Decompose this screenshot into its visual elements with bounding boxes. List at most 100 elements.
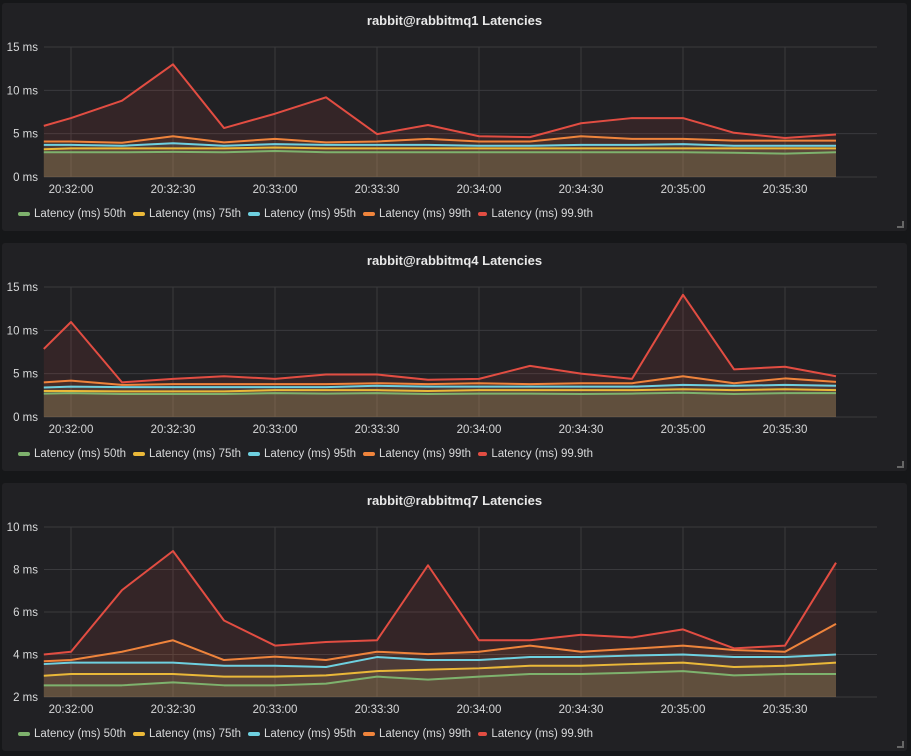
legend-item-95th[interactable]: Latency (ms) 95th	[248, 448, 363, 460]
legend-label: Latency (ms) 99.9th	[491, 728, 593, 740]
legend-item-50th[interactable]: Latency (ms) 50th	[18, 448, 133, 460]
legend-label: Latency (ms) 50th	[34, 208, 127, 220]
legend-label: Latency (ms) 95th	[264, 208, 357, 220]
x-tick-label: 20:32:00	[49, 704, 94, 716]
y-tick-label: 15 ms	[7, 42, 39, 54]
y-tick-label: 6 ms	[13, 607, 38, 619]
panel-rabbitmq7: rabbit@rabbitmq7 Latencies 2 ms 4 ms 6 ms 8…	[2, 483, 907, 751]
legend-swatch-icon	[133, 732, 145, 736]
x-tick-label: 20:33:00	[253, 184, 298, 196]
legend-label: Latency (ms) 99.9th	[491, 208, 593, 220]
panel-title[interactable]: rabbit@rabbitmq4 Latencies	[366, 253, 543, 268]
legend: Latency (ms) 50th Latency (ms) 75th Latenc…	[18, 728, 593, 740]
legend-item-75th[interactable]: Latency (ms) 75th	[133, 208, 248, 220]
x-tick-label: 20:33:30	[355, 184, 400, 196]
x-tick-label: 20:35:00	[661, 184, 706, 196]
legend-swatch-icon	[363, 212, 375, 216]
legend-swatch-icon	[248, 212, 260, 216]
legend: Latency (ms) 50th Latency (ms) 75th Latenc…	[18, 448, 593, 460]
legend-item-99.9th[interactable]: Latency (ms) 99.9th	[478, 208, 593, 220]
series-area-99.9th	[43, 294, 837, 417]
y-tick-label: 8 ms	[13, 565, 38, 577]
legend-label: Latency (ms) 75th	[149, 448, 242, 460]
x-tick-label: 20:32:00	[49, 184, 94, 196]
legend-item-99th[interactable]: Latency (ms) 99th	[363, 728, 478, 740]
legend-swatch-icon	[18, 732, 30, 736]
legend-item-99.9th[interactable]: Latency (ms) 99.9th	[478, 728, 593, 740]
y-tick-label: 10 ms	[7, 522, 39, 534]
x-tick-label: 20:33:30	[355, 424, 400, 436]
x-tick-label: 20:33:00	[253, 424, 298, 436]
panel-title[interactable]: rabbit@rabbitmq7 Latencies	[366, 493, 543, 508]
y-tick-label: 10 ms	[7, 85, 39, 97]
legend-swatch-icon	[248, 452, 260, 456]
legend-item-50th[interactable]: Latency (ms) 50th	[18, 208, 133, 220]
panel-rabbitmq4: rabbit@rabbitmq4 Latencies 0 ms 5 ms 10 ms…	[2, 243, 907, 471]
y-tick-label: 5 ms	[13, 129, 38, 141]
x-tick-label: 20:35:30	[763, 704, 808, 716]
series-area-75th	[43, 147, 837, 177]
x-tick-label: 20:32:30	[151, 424, 196, 436]
legend-item-99th[interactable]: Latency (ms) 99th	[363, 448, 478, 460]
chart-svg: 0 ms 5 ms 10 ms 15 ms 20:32:00 20:32:30 20:33:…	[7, 282, 877, 436]
x-tick-label: 20:33:30	[355, 704, 400, 716]
legend-item-99th[interactable]: Latency (ms) 99th	[363, 208, 478, 220]
series-area-50th	[43, 671, 837, 697]
x-tick-label: 20:35:30	[763, 184, 808, 196]
x-tick-label: 20:34:00	[457, 704, 502, 716]
y-tick-label: 10 ms	[7, 325, 39, 337]
legend-item-75th[interactable]: Latency (ms) 75th	[133, 728, 248, 740]
panel-rabbitmq1: rabbit@rabbitmq1 Latencies 0 ms 5 ms 10 ms…	[2, 3, 907, 231]
legend-swatch-icon	[478, 452, 488, 456]
x-tick-label: 20:35:00	[661, 424, 706, 436]
series-line-75th	[43, 146, 836, 151]
y-tick-label: 0 ms	[13, 412, 38, 424]
series-area-99.9th	[43, 64, 837, 177]
legend-item-95th[interactable]: Latency (ms) 95th	[248, 728, 363, 740]
panel-title[interactable]: rabbit@rabbitmq1 Latencies	[366, 13, 543, 28]
series-area-99th	[43, 136, 837, 177]
resize-handle-icon[interactable]	[897, 741, 904, 748]
series-area-50th	[43, 392, 837, 417]
x-tick-label: 20:35:00	[661, 704, 706, 716]
legend-label: Latency (ms) 99.9th	[491, 448, 593, 460]
legend-swatch-icon	[363, 732, 375, 736]
legend-swatch-icon	[133, 212, 145, 216]
legend-swatch-icon	[18, 452, 30, 456]
x-tick-label: 20:32:30	[151, 704, 196, 716]
legend-label: Latency (ms) 75th	[149, 208, 242, 220]
x-tick-label: 20:34:30	[559, 704, 604, 716]
series-area-50th	[43, 151, 837, 177]
y-tick-label: 5 ms	[13, 369, 38, 381]
legend-label: Latency (ms) 99th	[379, 728, 472, 740]
legend-label: Latency (ms) 95th	[264, 728, 357, 740]
resize-handle-icon[interactable]	[897, 461, 904, 468]
series-area-95th	[43, 654, 837, 697]
legend-swatch-icon	[248, 732, 260, 736]
resize-handle-icon[interactable]	[897, 221, 904, 228]
x-tick-label: 20:32:30	[151, 184, 196, 196]
legend-label: Latency (ms) 99th	[379, 448, 472, 460]
legend-swatch-icon	[478, 212, 488, 216]
legend-item-75th[interactable]: Latency (ms) 75th	[133, 448, 248, 460]
y-tick-label: 15 ms	[7, 282, 39, 294]
x-tick-label: 20:33:00	[253, 704, 298, 716]
legend-label: Latency (ms) 95th	[264, 448, 357, 460]
legend-item-99.9th[interactable]: Latency (ms) 99.9th	[478, 448, 593, 460]
legend-label: Latency (ms) 75th	[149, 728, 242, 740]
legend-label: Latency (ms) 99th	[379, 208, 472, 220]
series-area-99.9th	[43, 551, 837, 697]
legend-item-50th[interactable]: Latency (ms) 50th	[18, 728, 133, 740]
legend: Latency (ms) 50th Latency (ms) 75th Latenc…	[18, 208, 593, 220]
x-tick-label: 20:35:30	[763, 424, 808, 436]
x-tick-label: 20:34:30	[559, 424, 604, 436]
y-tick-label: 0 ms	[13, 172, 38, 184]
legend-swatch-icon	[478, 732, 488, 736]
legend-label: Latency (ms) 50th	[34, 728, 127, 740]
legend-swatch-icon	[18, 212, 30, 216]
legend-item-95th[interactable]: Latency (ms) 95th	[248, 208, 363, 220]
legend-swatch-icon	[363, 452, 375, 456]
x-tick-label: 20:34:30	[559, 184, 604, 196]
legend-swatch-icon	[133, 452, 145, 456]
x-tick-label: 20:34:00	[457, 424, 502, 436]
